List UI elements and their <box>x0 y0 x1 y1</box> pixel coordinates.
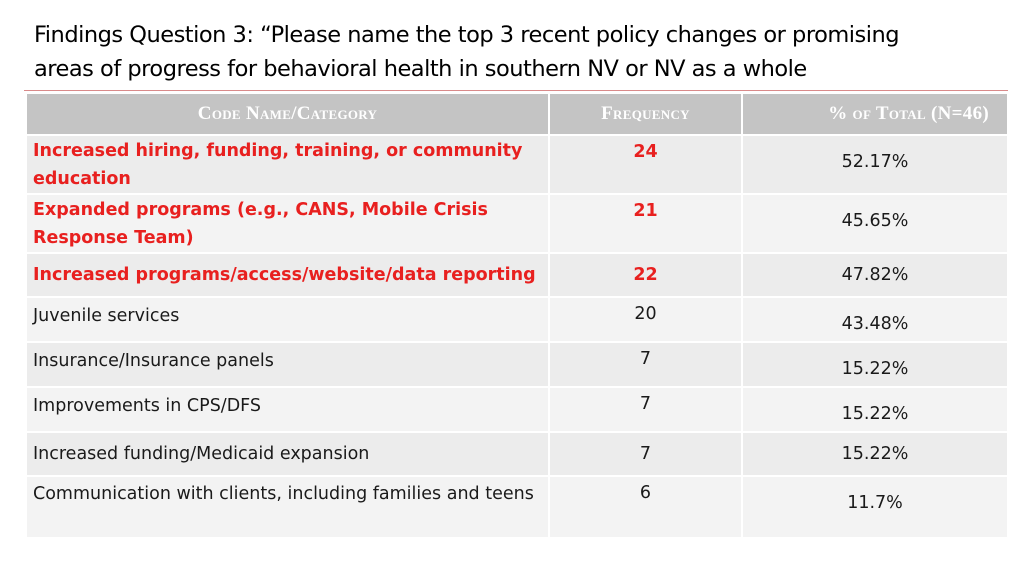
table-row: Increased programs/access/website/data r… <box>27 254 1007 296</box>
row-percent: 45.65% <box>743 195 1007 252</box>
row-category: Improvements in CPS/DFS <box>27 388 548 431</box>
row-percent: 15.22% <box>743 388 1007 431</box>
header-frequency: Frequency <box>550 94 741 134</box>
row-category: Increased programs/access/website/data r… <box>27 254 548 296</box>
row-percent: 15.22% <box>743 343 1007 386</box>
table-header-row: Code Name/Category Frequency % of Total … <box>27 94 1007 134</box>
row-category: Insurance/Insurance panels <box>27 343 548 386</box>
table-row: Communication with clients, including fa… <box>27 477 1007 537</box>
table-row: Juvenile services 20 43.48% <box>27 298 1007 341</box>
table-row: Improvements in CPS/DFS 7 15.22% <box>27 388 1007 431</box>
row-frequency: 7 <box>550 343 741 386</box>
findings-table: Code Name/Category Frequency % of Total … <box>25 92 1009 539</box>
header-percent: % of Total (N=46) <box>743 94 1007 134</box>
row-percent: 15.22% <box>743 433 1007 475</box>
table-row: Increased hiring, funding, training, or … <box>27 136 1007 193</box>
table-row: Increased funding/Medicaid expansion 7 1… <box>27 433 1007 475</box>
header-category: Code Name/Category <box>27 94 548 134</box>
row-frequency: 21 <box>550 195 741 252</box>
slide-title-line-1: Findings Question 3: “Please name the to… <box>34 22 900 48</box>
row-frequency: 22 <box>550 254 741 296</box>
row-frequency: 24 <box>550 136 741 193</box>
table-row: Expanded programs (e.g., CANS, Mobile Cr… <box>27 195 1007 252</box>
row-percent: 11.7% <box>743 477 1007 537</box>
slide-title: Findings Question 3: “Please name the to… <box>34 18 994 86</box>
row-category: Communication with clients, including fa… <box>27 477 548 537</box>
row-percent: 47.82% <box>743 254 1007 296</box>
row-percent: 52.17% <box>743 136 1007 193</box>
table-row: Insurance/Insurance panels 7 15.22% <box>27 343 1007 386</box>
row-frequency: 7 <box>550 388 741 431</box>
row-category: Increased hiring, funding, training, or … <box>27 136 548 193</box>
row-frequency: 20 <box>550 298 741 341</box>
title-divider <box>24 90 1008 91</box>
row-frequency: 7 <box>550 433 741 475</box>
row-category: Increased funding/Medicaid expansion <box>27 433 548 475</box>
row-category: Expanded programs (e.g., CANS, Mobile Cr… <box>27 195 548 252</box>
slide-title-line-2: areas of progress for behavioral health … <box>34 56 807 82</box>
row-category: Juvenile services <box>27 298 548 341</box>
row-percent: 43.48% <box>743 298 1007 341</box>
row-frequency: 6 <box>550 477 741 537</box>
